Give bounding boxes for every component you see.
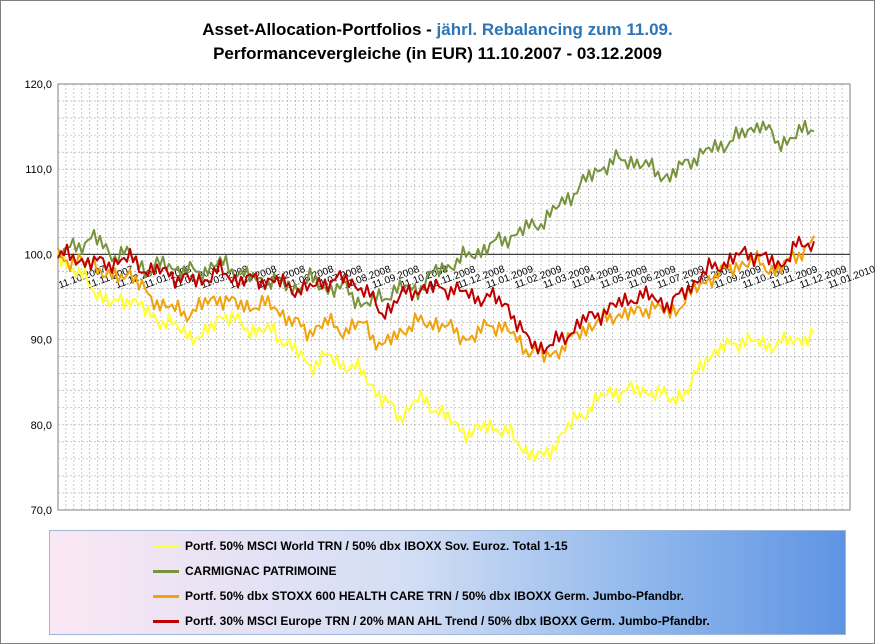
legend-label-3: Portf. 50% dbx STOXX 600 HEALTH CARE TRN… — [185, 589, 684, 603]
title-line-1: Asset-Allocation-Portfolios - jährl. Reb… — [0, 18, 875, 42]
legend-label-2: CARMIGNAC PATRIMOINE — [185, 564, 337, 578]
title-line-1-prefix: Asset-Allocation-Portfolios - — [202, 20, 437, 39]
title-line-1-accent: jährl. Rebalancing zum 11.09. — [436, 20, 673, 39]
y-tick-label: 110,0 — [25, 164, 52, 176]
legend-label-1: Portf. 50% MSCI World TRN / 50% dbx IBOX… — [185, 539, 568, 553]
legend-swatch-4 — [153, 620, 179, 624]
legend-swatch-1 — [153, 545, 179, 549]
y-tick-label: 70,0 — [31, 505, 52, 517]
legend-label-4: Portf. 30% MSCI Europe TRN / 20% MAN AHL… — [185, 614, 710, 628]
series-line-1 — [57, 249, 815, 462]
legend: Portf. 50% MSCI World TRN / 50% dbx IBOX… — [49, 530, 846, 635]
legend-swatch-3 — [153, 595, 179, 599]
legend-swatch-2 — [153, 570, 179, 574]
legend-item-4: Portf. 30% MSCI Europe TRN / 20% MAN AHL… — [153, 612, 710, 630]
series-line-4 — [57, 235, 815, 355]
y-tick-label: 120,0 — [24, 79, 52, 91]
legend-item-1: Portf. 50% MSCI World TRN / 50% dbx IBOX… — [153, 537, 568, 555]
series-line-2 — [57, 119, 815, 310]
y-tick-label: 80,0 — [31, 420, 52, 432]
y-tick-label: 90,0 — [31, 335, 52, 347]
chart-title: Asset-Allocation-Portfolios - jährl. Reb… — [0, 18, 875, 66]
chart-svg: 70,080,090,0100,0110,0120,011.10.200711.… — [24, 79, 875, 517]
legend-item-3: Portf. 50% dbx STOXX 600 HEALTH CARE TRN… — [153, 587, 684, 605]
y-tick-label: 100,0 — [24, 249, 52, 261]
title-line-2: Performancevergleiche (in EUR) 11.10.200… — [213, 44, 662, 63]
legend-item-2: CARMIGNAC PATRIMOINE — [153, 562, 337, 580]
